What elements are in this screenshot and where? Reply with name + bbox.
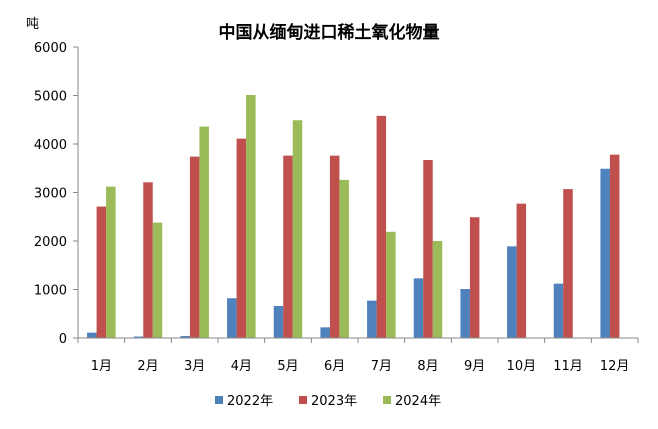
bar [386,231,396,338]
x-tick-label: 12月 [600,359,630,374]
bar [87,332,97,338]
bars [87,95,620,339]
x-axis: 1月 2月 3月 4月 5月 6月 7月 8月 9月 10月 11月 12月 [77,337,639,374]
bar [227,298,237,338]
x-tick-label: 4月 [231,359,252,374]
bar [96,206,107,338]
bar [376,115,387,339]
y-tick-label: 5000 [34,90,67,105]
bar [189,156,200,338]
bar [516,203,527,338]
bar [469,217,480,338]
y-tick-label: 0 [59,332,67,347]
bar [106,186,116,338]
legend: 2022年 2023年 2024年 [215,394,441,409]
legend-label: 2023年 [311,394,357,409]
bar [143,182,153,338]
legend-swatch [299,396,307,404]
bar [180,336,190,338]
bar [199,126,209,338]
bar [292,120,303,338]
y-axis-unit-label: 吨 [26,17,39,32]
y-tick-label: 2000 [34,235,67,250]
bar [460,289,470,338]
bar [246,95,256,338]
bar [273,305,284,338]
bar [320,327,330,338]
x-tick-label: 3月 [184,359,205,374]
x-tick-label: 11月 [553,359,583,374]
legend-label: 2022年 [227,394,273,409]
x-tick-label: 6月 [324,359,345,374]
y-axis: 0 1000 2000 3000 4000 5000 6000 [34,41,79,347]
bar [423,160,433,338]
bar [367,300,377,338]
bar [133,336,144,338]
bar [553,283,564,338]
y-tick-label: 4000 [34,138,67,153]
x-tick-label: 7月 [371,359,392,374]
bar [563,189,573,338]
legend-swatch [215,396,223,404]
bar [339,179,349,338]
bar [152,222,163,338]
x-tick-label: 5月 [277,359,298,374]
bar [507,246,517,338]
bar [432,241,443,338]
legend-swatch [383,396,391,404]
bar [283,155,293,338]
bar [236,138,247,338]
bar [600,168,610,338]
x-tick-label: 9月 [464,359,485,374]
bar [329,155,340,338]
x-tick-label: 10月 [507,359,537,374]
legend-label: 2024年 [395,394,441,409]
chart-title: 中国从缅甸进口稀土氧化物量 [219,22,440,43]
y-tick-label: 1000 [34,284,67,299]
x-tick-label: 2月 [137,359,158,374]
y-tick-label: 6000 [34,41,67,56]
x-tick-label: 8月 [417,359,438,374]
x-tick-label: 1月 [91,359,112,374]
bar [609,154,620,338]
bar [413,278,424,338]
y-tick-label: 3000 [34,187,67,202]
